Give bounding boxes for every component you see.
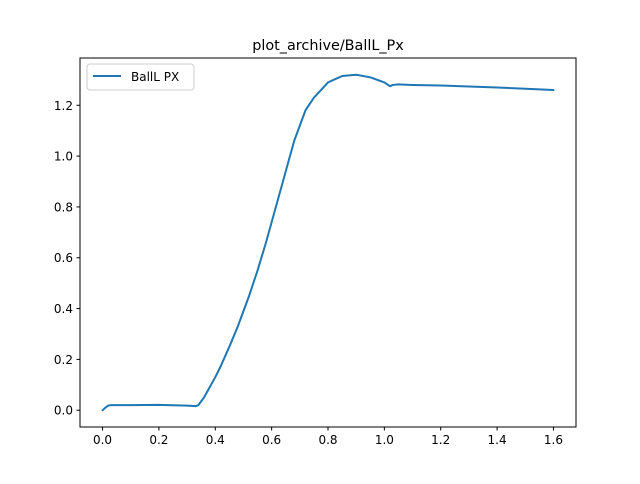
series-line-balll-px [101, 73, 555, 412]
legend-box [86, 63, 195, 91]
x-tick-label: 0.6 [262, 433, 281, 447]
chart-title: plot_archive/BallL_Px [252, 38, 404, 54]
x-tick-label: 0.2 [149, 433, 168, 447]
x-tick-label: 1.6 [544, 433, 563, 447]
y-tick-label: 1.2 [54, 99, 73, 113]
x-tick-label: 1.0 [375, 433, 394, 447]
legend-label-balll-px: BallL PX [131, 70, 179, 84]
x-tick-label: 1.4 [488, 433, 507, 447]
x-tick-label: 0.4 [206, 433, 225, 447]
y-tick-label: 0.8 [54, 200, 73, 214]
y-tick-label: 0.2 [54, 353, 73, 367]
y-tick-label: 0.4 [54, 302, 73, 316]
y-tick-label: 0.6 [54, 251, 73, 265]
axes-frame [79, 57, 577, 428]
x-tick-label: 0.0 [93, 433, 112, 447]
y-tick-label: 1.0 [54, 150, 73, 164]
x-tick-label: 1.2 [431, 433, 450, 447]
x-tick-label: 0.8 [318, 433, 337, 447]
plot-area [101, 73, 555, 412]
legend: BallL PX [86, 63, 195, 91]
axis-ticks: 0.0 0.2 0.4 0.6 0.8 1.0 1.2 1.4 1.6 0.0 0.2 0.4 0.6 0… [54, 99, 563, 447]
y-tick-label: 0.0 [54, 404, 73, 418]
